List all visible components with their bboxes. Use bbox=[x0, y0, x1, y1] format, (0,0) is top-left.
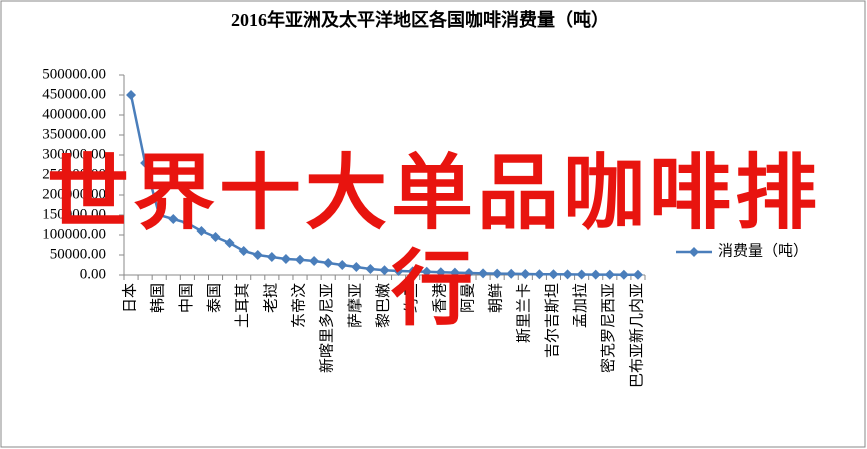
data-point bbox=[604, 269, 615, 280]
chart-title: 2016年亚洲及太平洋地区各国咖啡消费量（吨） bbox=[231, 9, 609, 30]
x-tick-label: 朝鲜 bbox=[488, 283, 505, 313]
data-point bbox=[154, 210, 165, 220]
legend-label: 消费量（吨） bbox=[718, 242, 808, 259]
x-tick-label: 土耳其 bbox=[234, 283, 251, 328]
data-point bbox=[449, 267, 460, 278]
y-tick-label: 300000.00 bbox=[42, 146, 106, 162]
data-point bbox=[295, 254, 306, 265]
x-tick-label: 东帝汶 bbox=[289, 283, 307, 328]
data-point bbox=[618, 269, 629, 280]
data-point bbox=[238, 246, 249, 256]
x-tick-label: 巴布亚新几内亚 bbox=[628, 283, 645, 388]
data-point bbox=[224, 238, 235, 248]
data-point bbox=[421, 266, 432, 277]
data-point bbox=[478, 268, 489, 279]
data-point bbox=[252, 250, 263, 260]
data-point bbox=[576, 269, 587, 280]
x-tick-label: 密克罗尼西亚 bbox=[600, 283, 617, 373]
x-tick-label: 香港 bbox=[431, 283, 448, 313]
data-point bbox=[534, 269, 545, 280]
data-point bbox=[309, 256, 320, 266]
x-tick-label: 萨摩亚 bbox=[346, 283, 364, 328]
x-tick-label: 韩国 bbox=[150, 283, 167, 313]
x-tick-label: 中国 bbox=[178, 283, 195, 313]
data-point bbox=[632, 269, 643, 280]
data-point bbox=[407, 266, 418, 277]
data-point bbox=[266, 252, 277, 262]
data-point bbox=[210, 232, 221, 242]
data-point bbox=[337, 260, 348, 270]
x-tick-label: 吉尔吉斯坦 bbox=[544, 283, 561, 358]
x-tick-label: 日本 bbox=[121, 283, 138, 313]
data-point bbox=[463, 268, 474, 278]
data-point bbox=[168, 214, 179, 224]
data-point bbox=[140, 158, 151, 168]
y-tick-label: 450000.00 bbox=[42, 86, 106, 102]
x-tick-label: 新喀里多尼亚 bbox=[319, 283, 336, 373]
data-point bbox=[590, 269, 601, 280]
legend-marker bbox=[689, 247, 699, 257]
overlay-text: 世界十大单品咖啡排行 bbox=[46, 146, 821, 337]
x-tick-label: 黎巴嫩 bbox=[375, 283, 392, 328]
y-tick-label: 100000.00 bbox=[42, 226, 106, 242]
data-point bbox=[548, 269, 559, 280]
data-point bbox=[365, 264, 376, 274]
y-tick-label: 50000.00 bbox=[50, 246, 106, 262]
x-tick-label: 斯里兰卡 bbox=[516, 283, 533, 343]
x-tick-label: 约旦 bbox=[403, 283, 420, 313]
data-point bbox=[351, 262, 362, 272]
data-point bbox=[435, 267, 446, 278]
x-tick-label: 老挝 bbox=[262, 283, 279, 313]
data-point bbox=[182, 218, 193, 228]
y-tick-label: 500000.00 bbox=[42, 66, 106, 82]
data-point bbox=[379, 265, 390, 276]
x-tick-label: 阿曼 bbox=[459, 283, 476, 313]
y-tick-label: 400000.00 bbox=[42, 106, 106, 122]
y-tick-label: 150000.00 bbox=[42, 206, 106, 222]
data-point bbox=[506, 268, 517, 279]
data-point bbox=[520, 269, 531, 279]
data-point bbox=[492, 268, 503, 279]
data-point bbox=[562, 269, 573, 280]
data-point bbox=[280, 254, 291, 264]
data-point bbox=[196, 226, 207, 236]
y-tick-label: 200000.00 bbox=[42, 186, 106, 202]
y-tick-label: 0.00 bbox=[80, 266, 106, 282]
data-point bbox=[323, 258, 334, 268]
y-tick-label: 250000.00 bbox=[42, 166, 106, 182]
data-point bbox=[126, 90, 137, 100]
y-tick-label: 350000.00 bbox=[42, 126, 106, 142]
x-tick-label: 孟加拉 bbox=[572, 283, 589, 328]
data-point bbox=[393, 266, 404, 276]
x-tick-label: 泰国 bbox=[206, 283, 223, 313]
